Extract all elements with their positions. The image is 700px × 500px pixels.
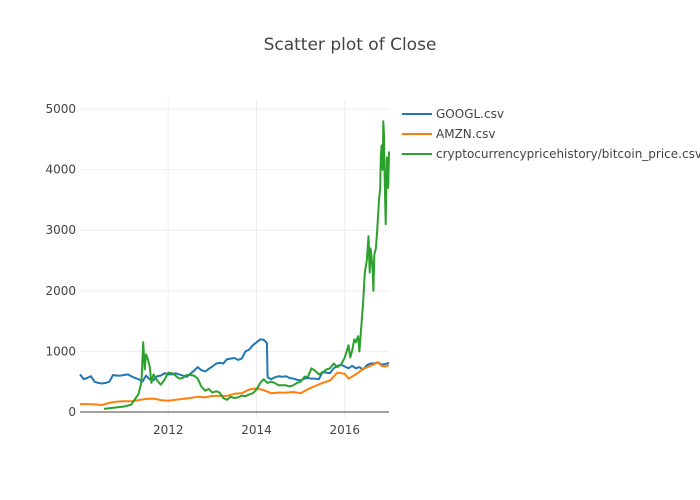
legend-item-2[interactable]: AMZN.csv — [402, 127, 496, 141]
chart-title: Scatter plot of Close — [264, 35, 437, 55]
y-tick-label: 4000 — [45, 163, 76, 177]
y-tick-label: 3000 — [45, 223, 76, 237]
legend-label: GOOGL.csv — [436, 107, 504, 121]
y-tick-label: 0 — [68, 405, 76, 419]
y-tick-label: 5000 — [45, 102, 76, 116]
y-tick-label: 2000 — [45, 284, 76, 298]
legend[interactable]: GOOGL.csv AMZN.csv cryptocurrencypricehist… — [402, 107, 700, 161]
y-tick-label: 1000 — [45, 344, 76, 358]
legend-item-1[interactable]: GOOGL.csv — [402, 107, 504, 121]
axes: 0 1000 2000 3000 4000 5000 2012 2014 2016 — [45, 102, 389, 437]
legend-item-3[interactable]: cryptocurrencypricehistory/bitcoin_price… — [402, 147, 700, 161]
x-tick-label: 2014 — [241, 423, 272, 437]
legend-label: AMZN.csv — [436, 127, 496, 141]
legend-label: cryptocurrencypricehistory/bitcoin_price… — [436, 147, 700, 161]
x-tick-label: 2012 — [153, 423, 184, 437]
x-tick-label: 2016 — [329, 423, 360, 437]
series-layer — [79, 120, 390, 410]
series-line-3 — [103, 120, 390, 410]
gridlines — [80, 100, 389, 418]
